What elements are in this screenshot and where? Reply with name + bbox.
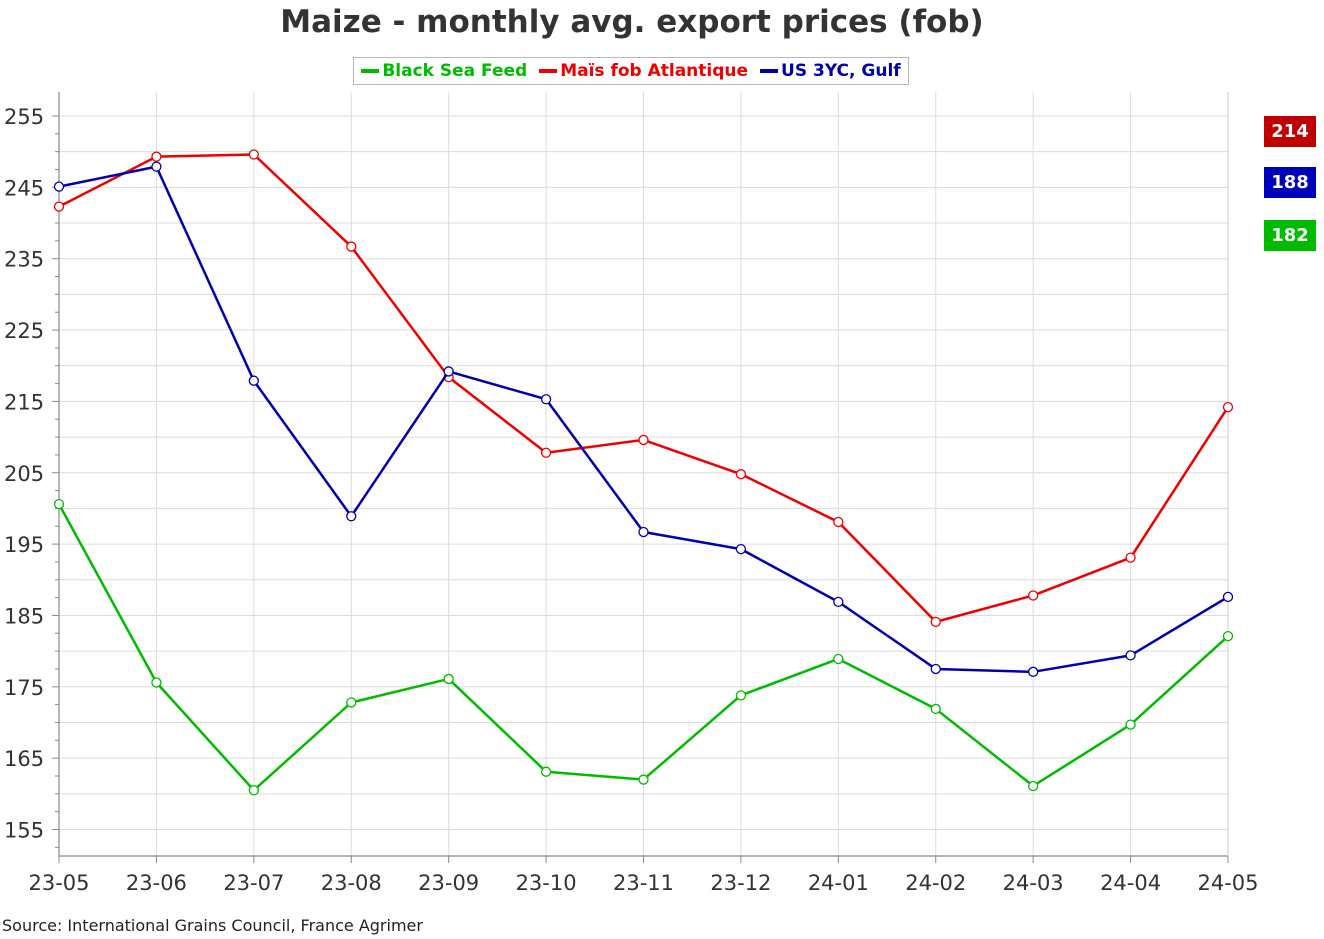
data-point: [735, 469, 747, 480]
legend-label: Maïs fob Atlantique: [560, 61, 749, 81]
data-point: [735, 690, 747, 701]
end-value-badge-black-sea: 182: [1264, 220, 1316, 251]
x-tick-label: 23-08: [321, 871, 382, 895]
x-tick-label: 24-05: [1197, 871, 1258, 895]
data-point: [1028, 590, 1039, 601]
series-lines: [53, 149, 1234, 796]
data-point: [833, 653, 844, 665]
y-tick-label: 195: [4, 533, 44, 557]
y-tick-label: 185: [4, 604, 44, 628]
legend-label: US 3YC, Gulf: [781, 61, 901, 81]
data-point: [930, 663, 941, 675]
y-tick-label: 245: [4, 176, 44, 200]
legend-swatch: [760, 69, 779, 73]
x-tick-label: 24-02: [905, 871, 966, 895]
legend-label: Black Sea Feed: [382, 61, 528, 81]
data-point: [638, 526, 649, 538]
data-point: [346, 511, 357, 522]
data-point: [248, 149, 259, 160]
data-point: [1125, 719, 1136, 730]
data-point: [735, 543, 747, 555]
data-point: [540, 766, 552, 777]
data-point: [1125, 650, 1136, 661]
y-tick-label: 155: [4, 819, 44, 843]
y-tick-label: 215: [4, 390, 44, 414]
data-point: [638, 774, 649, 785]
x-tick-label: 23-06: [126, 871, 187, 895]
data-point: [540, 394, 552, 405]
x-tick-label: 23-11: [613, 871, 674, 895]
data-point: [1222, 591, 1234, 603]
data-point: [638, 434, 649, 446]
grid: [58, 92, 1229, 856]
x-tick-label: 24-03: [1003, 871, 1064, 895]
x-tick-label: 23-07: [223, 871, 284, 895]
data-point: [151, 161, 162, 172]
data-point: [833, 516, 844, 528]
x-tick-label: 23-05: [28, 871, 89, 895]
series-2: [53, 161, 1234, 677]
data-point: [53, 498, 65, 510]
x-tick-label: 24-01: [808, 871, 869, 895]
x-tick-label: 23-10: [516, 871, 577, 895]
legend-swatch: [539, 69, 558, 73]
y-tick-label: 235: [4, 248, 44, 272]
data-point: [930, 616, 941, 628]
y-tick-label: 165: [4, 747, 44, 771]
data-point: [53, 181, 65, 192]
end-value-badge-mais: 214: [1264, 116, 1316, 147]
legend-swatch: [361, 69, 380, 73]
source-note: Source: International Grains Council, Fr…: [2, 916, 423, 935]
data-point: [833, 596, 844, 608]
legend-item-us-3yc-gulf[interactable]: US 3YC, Gulf: [760, 61, 901, 81]
data-point: [151, 677, 162, 688]
y-tick-label: 225: [4, 319, 44, 343]
series-0: [53, 498, 1234, 796]
data-point: [248, 375, 259, 386]
data-point: [346, 241, 357, 252]
legend: Black Sea Feed Maïs fob Atlantique US 3Y…: [353, 57, 909, 85]
y-tick-label: 255: [4, 105, 44, 129]
chart-title: Maize - monthly avg. export prices (fob): [280, 4, 984, 40]
data-point: [151, 151, 162, 162]
data-point: [1222, 401, 1234, 413]
tick-labels: 155 165 175 185 195 205 215 225 235 245 255 23-05 23…: [4, 105, 1259, 895]
x-tick-label: 23-12: [710, 871, 771, 895]
data-point: [53, 201, 65, 212]
axes: [52, 92, 1229, 863]
data-point: [443, 366, 454, 377]
legend-item-mais-fob-atlantique[interactable]: Maïs fob Atlantique: [539, 61, 748, 81]
data-point: [1125, 552, 1136, 563]
data-point: [346, 697, 357, 708]
data-point: [1028, 780, 1039, 792]
data-point: [443, 673, 454, 685]
y-tick-label: 205: [4, 462, 44, 486]
legend-item-black-sea-feed[interactable]: Black Sea Feed: [361, 61, 527, 81]
data-point: [540, 447, 552, 458]
data-point: [1222, 630, 1234, 642]
data-point: [1028, 666, 1039, 677]
data-point: [248, 785, 259, 796]
data-point: [930, 703, 941, 715]
y-tick-label: 175: [4, 676, 44, 700]
x-tick-label: 24-04: [1100, 871, 1161, 895]
end-value-badge-us: 188: [1264, 167, 1316, 198]
x-tick-label: 23-09: [418, 871, 479, 895]
